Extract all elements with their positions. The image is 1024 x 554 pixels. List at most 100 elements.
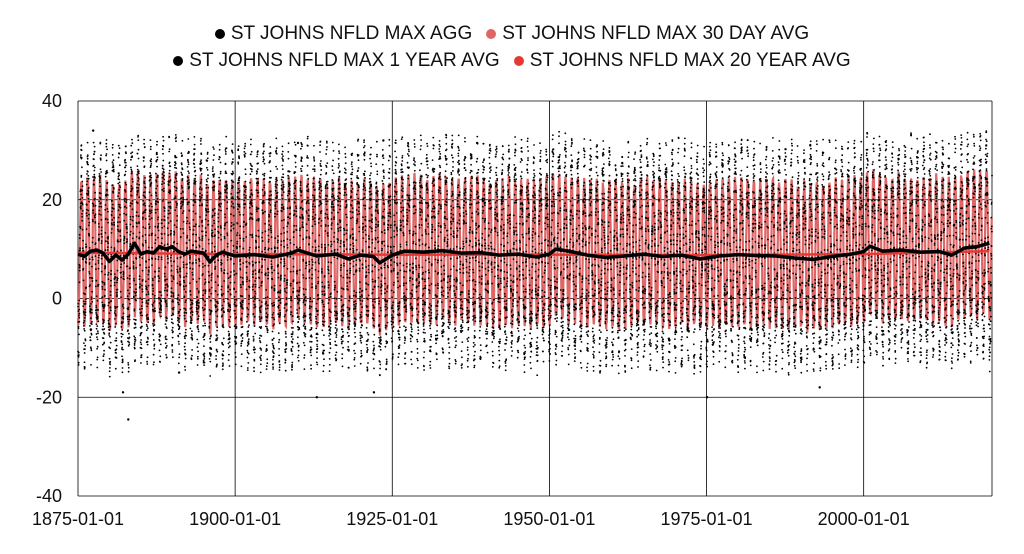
data-point bbox=[415, 278, 418, 280]
data-point bbox=[135, 299, 138, 302]
data-point bbox=[248, 206, 251, 209]
data-point bbox=[278, 366, 281, 369]
data-point bbox=[206, 194, 209, 197]
data-point bbox=[289, 184, 291, 186]
data-point bbox=[223, 237, 226, 240]
data-point bbox=[147, 246, 150, 249]
data-point bbox=[354, 342, 357, 344]
data-point bbox=[190, 303, 192, 306]
data-point bbox=[238, 211, 241, 214]
data-point bbox=[94, 255, 97, 257]
data-point bbox=[226, 187, 229, 190]
data-point bbox=[297, 344, 300, 347]
data-point bbox=[77, 305, 79, 308]
data-point bbox=[367, 314, 370, 316]
data-point bbox=[318, 262, 320, 265]
data-point bbox=[189, 282, 191, 284]
data-point bbox=[215, 334, 218, 337]
data-point bbox=[99, 185, 102, 188]
data-point bbox=[292, 327, 294, 329]
data-point bbox=[326, 146, 328, 148]
data-point bbox=[405, 328, 407, 331]
data-point bbox=[340, 299, 343, 302]
data-point bbox=[201, 235, 204, 238]
data-point bbox=[229, 293, 232, 296]
data-point bbox=[421, 266, 424, 269]
data-point bbox=[187, 179, 190, 181]
data-point bbox=[103, 319, 105, 321]
data-point bbox=[247, 352, 250, 355]
data-point bbox=[351, 173, 353, 176]
data-point bbox=[181, 154, 184, 157]
data-point bbox=[236, 196, 239, 199]
data-point bbox=[362, 183, 365, 185]
data-point bbox=[299, 217, 302, 219]
data-point bbox=[343, 229, 346, 232]
data-point bbox=[99, 192, 102, 195]
data-point bbox=[242, 225, 245, 228]
data-point bbox=[291, 353, 294, 356]
data-point bbox=[317, 309, 319, 312]
data-point bbox=[96, 317, 99, 320]
data-point bbox=[120, 263, 123, 266]
data-point bbox=[203, 355, 206, 358]
data-point bbox=[382, 154, 384, 157]
data-point bbox=[362, 222, 364, 225]
data-point bbox=[183, 317, 186, 320]
data-point bbox=[420, 145, 422, 147]
data-point bbox=[412, 233, 415, 235]
data-point bbox=[305, 261, 308, 264]
data-point bbox=[351, 228, 354, 231]
data-point bbox=[349, 237, 352, 239]
data-point bbox=[124, 173, 126, 176]
data-point bbox=[351, 165, 353, 168]
data-point bbox=[78, 299, 80, 302]
data-point bbox=[358, 202, 360, 205]
data-point bbox=[272, 317, 275, 319]
data-point bbox=[314, 261, 317, 264]
data-point bbox=[401, 190, 404, 193]
data-point bbox=[136, 168, 139, 171]
data-point bbox=[158, 267, 160, 269]
data-point bbox=[216, 350, 219, 353]
data-point bbox=[381, 247, 383, 250]
data-point bbox=[210, 310, 213, 312]
data-point bbox=[409, 269, 411, 272]
data-point bbox=[133, 295, 135, 298]
data-point bbox=[217, 236, 220, 239]
data-point bbox=[352, 260, 355, 263]
data-point bbox=[414, 184, 416, 187]
data-point bbox=[113, 250, 116, 252]
data-point bbox=[136, 165, 139, 168]
data-point bbox=[236, 246, 238, 249]
data-point bbox=[321, 281, 324, 284]
data-point bbox=[148, 215, 151, 218]
data-point bbox=[388, 215, 390, 217]
data-point bbox=[141, 307, 143, 310]
data-point bbox=[220, 209, 222, 212]
data-point bbox=[185, 312, 188, 314]
data-point bbox=[419, 169, 421, 172]
data-point bbox=[266, 326, 268, 328]
data-point bbox=[378, 325, 380, 327]
data-point bbox=[333, 236, 335, 238]
data-point bbox=[183, 311, 186, 314]
data-point bbox=[314, 249, 317, 252]
data-point bbox=[150, 203, 153, 205]
data-point bbox=[370, 198, 372, 201]
data-point bbox=[296, 269, 299, 272]
data-point bbox=[299, 182, 302, 184]
data-point bbox=[226, 245, 229, 248]
data-point bbox=[251, 236, 254, 239]
data-point bbox=[124, 190, 127, 193]
data-point bbox=[339, 220, 342, 222]
data-point bbox=[389, 226, 392, 229]
data-point bbox=[386, 321, 389, 324]
data-point bbox=[222, 298, 225, 301]
data-point bbox=[320, 169, 323, 171]
data-point bbox=[317, 280, 320, 283]
data-point bbox=[251, 233, 254, 236]
data-point bbox=[92, 164, 95, 167]
data-point bbox=[109, 290, 112, 293]
data-point bbox=[363, 193, 366, 195]
